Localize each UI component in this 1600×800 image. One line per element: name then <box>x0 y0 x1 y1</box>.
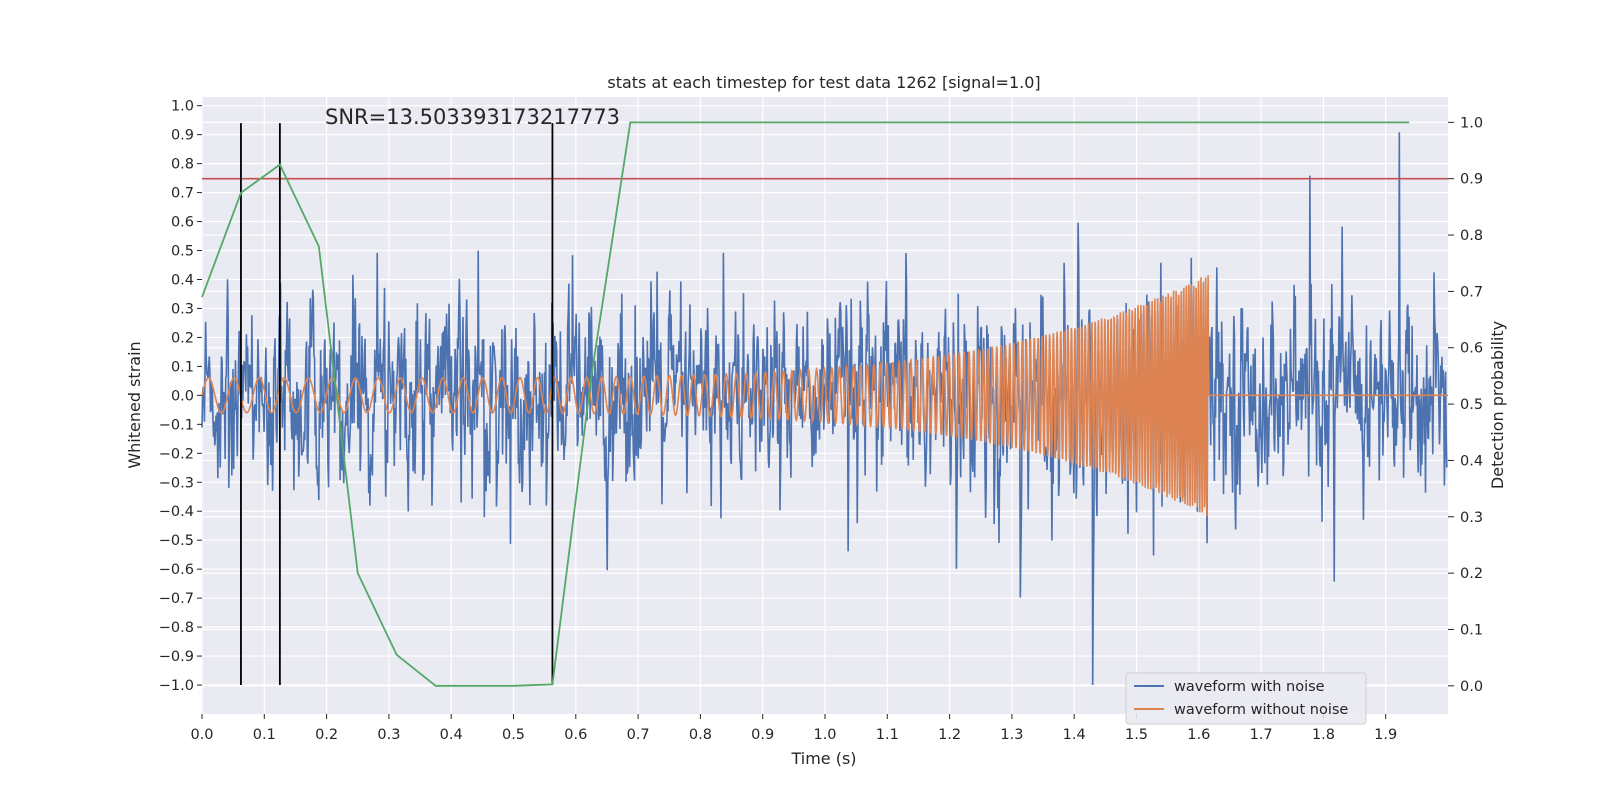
y-left-tick-label: 0.7 <box>171 186 194 202</box>
y-right-tick-label: 0.1 <box>1460 622 1483 638</box>
series-noisy-waveform <box>201 132 1448 686</box>
y-right-tick-label: 1.0 <box>1460 115 1483 131</box>
x-tick-label: 1.3 <box>1000 727 1023 743</box>
y-left-tick-label: 0.0 <box>171 388 194 404</box>
series-clean-waveform <box>201 275 1448 517</box>
y-right-tick-label: 0.9 <box>1460 172 1483 188</box>
x-tick-label: 0.6 <box>564 727 587 743</box>
x-tick-label: 0.9 <box>751 727 774 743</box>
x-axis-label: Time (s) <box>790 749 856 768</box>
y-left-tick-label: −0.6 <box>159 562 194 578</box>
y-right-tick-label: 0.3 <box>1460 510 1483 526</box>
x-ticks: 0.0 0.1 0.2 0.3 0.4 0.5 0.6 0.7 0.8 0.9 1.0 1.1 1.2 1… <box>190 714 1397 743</box>
x-tick-label: 0.5 <box>502 727 525 743</box>
y-left-tick-label: −0.1 <box>159 417 194 433</box>
y-left-tick-label: −0.5 <box>159 533 194 549</box>
x-tick-label: 0.2 <box>315 727 338 743</box>
y-left-tick-label: 1.0 <box>171 99 194 115</box>
y-right-tick-label: 0.5 <box>1460 397 1483 413</box>
y-left-tick-label: −0.2 <box>159 446 194 462</box>
y-left-tick-label: 0.5 <box>171 244 194 260</box>
x-tick-label: 1.0 <box>813 727 836 743</box>
y-left-tick-label: −0.8 <box>159 620 194 636</box>
x-tick-label: 0.3 <box>377 727 400 743</box>
y-left-tick-label: −0.7 <box>159 591 194 607</box>
x-tick-label: 1.8 <box>1312 727 1335 743</box>
x-tick-label: 1.6 <box>1187 727 1210 743</box>
x-tick-label: 1.9 <box>1374 727 1397 743</box>
y-left-tick-label: 0.3 <box>171 301 194 317</box>
legend-label-noisy: waveform with noise <box>1174 679 1325 695</box>
x-tick-label: 0.8 <box>689 727 712 743</box>
y-right-tick-label: 0.8 <box>1460 228 1483 244</box>
y-left-tick-label: −0.4 <box>159 504 194 520</box>
plot-series <box>201 121 1448 687</box>
y-right-tick-label: 0.6 <box>1460 341 1483 357</box>
y-left-tick-label: −0.9 <box>159 649 194 665</box>
legend-label-clean: waveform without noise <box>1174 702 1348 718</box>
y-left-axis-label: Whitened strain <box>125 341 144 468</box>
y-right-tick-label: 0.0 <box>1460 679 1483 695</box>
legend-box <box>1125 672 1367 725</box>
snr-annotation: SNR=13.503393173217773 <box>325 105 620 129</box>
y-right-ticks: 1.0 0.9 0.8 0.7 0.6 0.5 0.4 0.3 0.2 0.1 0.0 <box>1448 115 1483 695</box>
y-left-tick-label: −1.0 <box>159 678 194 694</box>
y-left-tick-label: 0.8 <box>171 157 194 173</box>
y-right-tick-label: 0.4 <box>1460 453 1483 469</box>
y-left-tick-label: 0.6 <box>171 215 194 231</box>
x-tick-label: 0.1 <box>253 727 276 743</box>
y-left-tick-label: −0.3 <box>159 475 194 491</box>
x-tick-label: 1.5 <box>1125 727 1148 743</box>
legend: waveform with noise waveform without noi… <box>1125 672 1367 725</box>
y-right-tick-label: 0.7 <box>1460 284 1483 300</box>
y-left-tick-label: 0.9 <box>171 128 194 144</box>
y-right-axis-label: Detection probability <box>1488 321 1507 489</box>
x-tick-label: 1.1 <box>876 727 899 743</box>
chart-title: stats at each timestep for test data 126… <box>607 73 1040 92</box>
x-tick-label: 1.4 <box>1063 727 1086 743</box>
x-tick-label: 1.2 <box>938 727 961 743</box>
y-left-tick-label: 0.1 <box>171 359 194 375</box>
y-left-ticks: 1.0 0.9 0.8 0.7 0.6 0.5 0.4 0.3 0.2 0.1 0.0 −0.1 −0.… <box>159 99 202 694</box>
x-tick-label: 0.4 <box>440 727 463 743</box>
series-detection-probability <box>201 121 1410 687</box>
y-left-tick-label: 0.4 <box>171 272 194 288</box>
x-tick-label: 0.0 <box>190 727 213 743</box>
x-tick-label: 1.7 <box>1250 727 1273 743</box>
x-tick-label: 0.7 <box>627 727 650 743</box>
y-right-tick-label: 0.2 <box>1460 566 1483 582</box>
y-left-tick-label: 0.2 <box>171 330 194 346</box>
